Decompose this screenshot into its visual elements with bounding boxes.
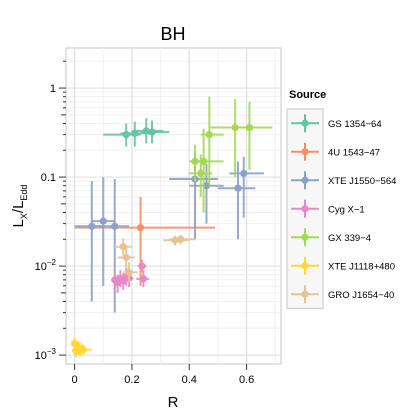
- data-point: [205, 130, 213, 139]
- series-3: [111, 259, 150, 293]
- y-tick-label: 10−3: [35, 347, 57, 362]
- x-tick-label: 0.4: [182, 374, 197, 386]
- y-axis: 1 0.1 10−2 10−3: [35, 60, 66, 362]
- series-1: [74, 196, 216, 286]
- data-point: [119, 243, 127, 251]
- x-tick-label: 0: [72, 374, 78, 386]
- data-point: [202, 182, 211, 190]
- legend-key-point: [301, 176, 309, 184]
- data-point: [197, 169, 205, 177]
- y-tick-label: 10−2: [35, 258, 57, 273]
- data-point: [148, 128, 156, 136]
- data-point: [111, 222, 119, 230]
- legend-label: 4U 1543−47: [328, 147, 380, 158]
- y-axis-label-main: L: [10, 219, 27, 227]
- data-point: [139, 275, 147, 283]
- legend-key-point: [301, 148, 309, 156]
- y-tick-label: 0.1: [41, 172, 56, 184]
- legend-label: XTE J1118+480: [328, 261, 395, 272]
- y-axis-label-sub-edd: Edd: [19, 185, 29, 201]
- legend-label: Cyg X−1: [328, 204, 365, 215]
- y-tick-label: 1: [50, 83, 56, 95]
- chart-title: BH: [160, 24, 185, 44]
- legend-label: GX 339−4: [328, 233, 371, 244]
- data-point: [240, 169, 248, 177]
- data-point: [72, 347, 80, 355]
- x-tick-label: 0.2: [124, 374, 139, 386]
- legend: Source GS 1354−64 4U 1543−47 XTE J1550−564…: [286, 89, 396, 310]
- series-5: [71, 338, 92, 358]
- legend-key-point: [301, 119, 309, 127]
- series-0: [103, 118, 170, 147]
- series-4: [189, 96, 273, 213]
- x-axis: 0 0.2 0.4 0.6: [72, 364, 254, 386]
- grid: [66, 48, 281, 364]
- y-axis-label-sub-x: X: [19, 213, 29, 219]
- data-point: [79, 346, 87, 354]
- data-point: [88, 222, 96, 230]
- legend-key-point: [301, 290, 309, 298]
- series-2: [74, 152, 264, 313]
- legend-label: XTE J1550−564: [328, 176, 396, 187]
- y-axis-label-slash: /L: [10, 201, 27, 214]
- x-axis-label: R: [168, 394, 179, 411]
- legend-label: GRO J1654−40: [328, 290, 394, 301]
- legend-key-point: [301, 262, 309, 270]
- series-layer: [71, 96, 273, 358]
- series-6: [114, 234, 195, 283]
- legend-key-point: [301, 205, 309, 213]
- data-point: [136, 224, 145, 232]
- legend-title: Source: [289, 89, 326, 101]
- data-point: [125, 268, 133, 276]
- y-axis-label: LX/LEdd: [10, 185, 29, 228]
- data-point: [138, 262, 146, 270]
- data-point: [200, 157, 208, 165]
- data-point: [177, 235, 185, 243]
- data-point: [99, 217, 107, 225]
- plot-panel: [65, 47, 282, 365]
- legend-label: GS 1354−64: [328, 119, 382, 130]
- legend-key-point: [301, 233, 309, 241]
- x-tick-label: 0.6: [239, 374, 254, 386]
- data-point: [245, 123, 254, 132]
- data-point: [234, 184, 242, 192]
- data-point: [122, 253, 130, 262]
- data-point: [122, 130, 130, 139]
